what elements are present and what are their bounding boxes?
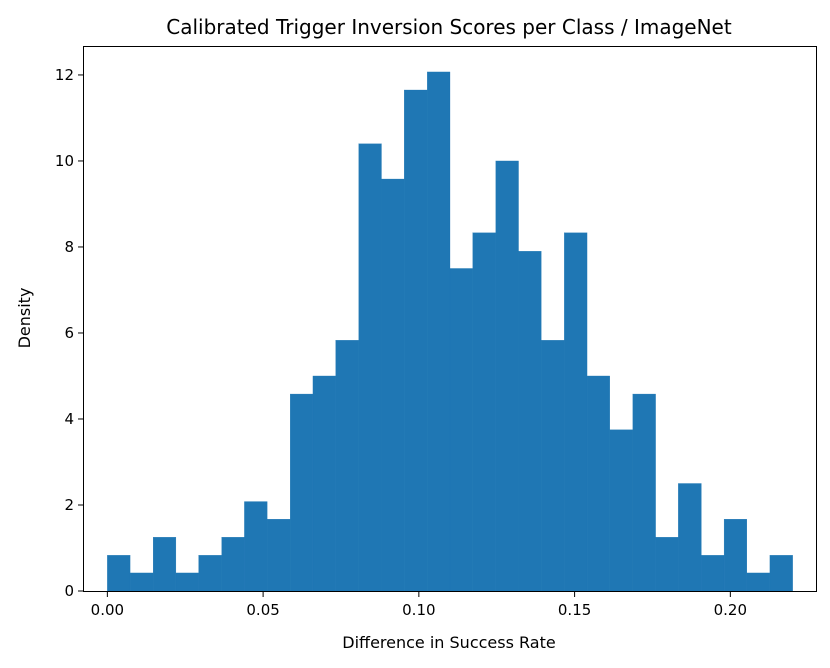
histogram-bar [198, 555, 222, 592]
x-tick-label: 0.15 [558, 601, 591, 619]
y-tick-label: 0 [64, 582, 74, 600]
histogram-bar [495, 160, 519, 592]
histogram-bar [244, 501, 268, 592]
histogram-bar [175, 572, 199, 592]
histogram-bar [723, 519, 747, 592]
histogram-bar [678, 483, 702, 592]
histogram-bar [107, 555, 131, 592]
y-tick-label: 2 [64, 496, 74, 514]
histogram-bar [427, 71, 451, 592]
x-axis-label: Difference in Success Rate [342, 633, 555, 652]
x-tick-label: 0.10 [402, 601, 435, 619]
y-tick-label: 4 [64, 410, 74, 428]
histogram-bar [586, 375, 610, 592]
histogram-bar [153, 537, 177, 592]
y-axis-label: Density [15, 288, 34, 349]
histogram-bar [404, 89, 428, 592]
histogram-bar [701, 555, 725, 592]
histogram-bar [746, 572, 771, 592]
x-tick-label: 0.05 [246, 601, 279, 619]
histogram-bar [129, 572, 154, 592]
histogram-bar [518, 251, 542, 592]
y-tick-label: 12 [55, 66, 74, 84]
plot-area-frame [83, 46, 817, 592]
histogram-bar [541, 340, 565, 592]
histogram-bar [267, 519, 291, 592]
y-axis-ticks: 0 2 4 6 8 10 12 [55, 66, 84, 600]
histogram-bar [381, 178, 405, 592]
histogram-bar [312, 375, 336, 592]
histogram-bars [107, 71, 793, 592]
y-tick-label: 8 [64, 238, 74, 256]
x-axis-ticks: 0.00 0.05 0.10 0.15 0.20 [91, 591, 747, 619]
histogram-bar [472, 232, 496, 592]
histogram-bar [358, 143, 382, 592]
x-tick-label: 0.20 [714, 601, 747, 619]
histogram-bar [290, 393, 314, 592]
histogram-bar [632, 393, 656, 592]
histogram-bar [449, 268, 473, 592]
y-tick-label: 6 [64, 324, 74, 342]
histogram-bar [335, 340, 359, 592]
histogram-bar [655, 537, 679, 592]
y-tick-label: 10 [55, 152, 74, 170]
chart-title: Calibrated Trigger Inversion Scores per … [166, 15, 732, 39]
histogram-bar [564, 232, 588, 592]
histogram-bar [769, 555, 793, 592]
histogram-bar [609, 429, 633, 592]
histogram-bar [221, 537, 245, 592]
x-tick-label: 0.00 [91, 601, 124, 619]
